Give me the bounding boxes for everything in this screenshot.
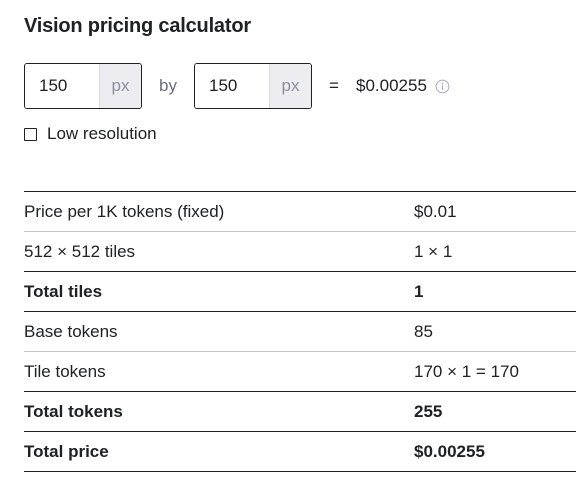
row-label: 512 × 512 tiles: [24, 241, 136, 261]
low-resolution-label: Low resolution: [47, 124, 157, 143]
width-unit-label: px: [99, 64, 141, 108]
width-input[interactable]: [25, 64, 99, 108]
page-title: Vision pricing calculator: [24, 15, 251, 37]
row-label: Total price: [24, 441, 109, 461]
dimension-calculator: px by px = $0.00255: [24, 62, 451, 110]
width-field: px: [24, 63, 142, 109]
table-row: Total tiles 1: [24, 272, 576, 312]
height-field: px: [194, 63, 312, 109]
row-value: 1: [414, 281, 424, 301]
row-label: Price per 1K tokens (fixed): [24, 201, 225, 221]
low-resolution-checkbox[interactable]: [24, 127, 37, 141]
row-value: $0.01: [414, 201, 457, 221]
price-result: $0.00255: [356, 76, 427, 95]
row-value: $0.00255: [414, 441, 485, 461]
row-label: Tile tokens: [24, 361, 106, 381]
row-value: 1 × 1: [414, 241, 453, 261]
table-row: Total price $0.00255: [24, 432, 576, 472]
info-icon[interactable]: [435, 78, 451, 94]
table-row: Base tokens 85: [24, 312, 576, 352]
table-row: 512 × 512 tiles 1 × 1: [24, 232, 576, 272]
table-row: Price per 1K tokens (fixed) $0.01: [24, 191, 576, 232]
pricing-breakdown-table: Price per 1K tokens (fixed) $0.01 512 × …: [24, 191, 576, 472]
low-resolution-toggle[interactable]: Low resolution: [24, 124, 157, 144]
by-label: by: [159, 76, 177, 95]
row-value: 255: [414, 401, 443, 421]
table-row: Total tokens 255: [24, 392, 576, 432]
equals-sign: =: [329, 76, 339, 95]
height-input[interactable]: [195, 64, 269, 108]
row-value: 170 × 1 = 170: [414, 361, 519, 381]
row-label: Base tokens: [24, 321, 118, 341]
row-label: Total tokens: [24, 401, 123, 421]
row-label: Total tiles: [24, 281, 103, 301]
row-value: 85: [414, 321, 433, 341]
height-unit-label: px: [269, 64, 311, 108]
table-row: Tile tokens 170 × 1 = 170: [24, 352, 576, 392]
